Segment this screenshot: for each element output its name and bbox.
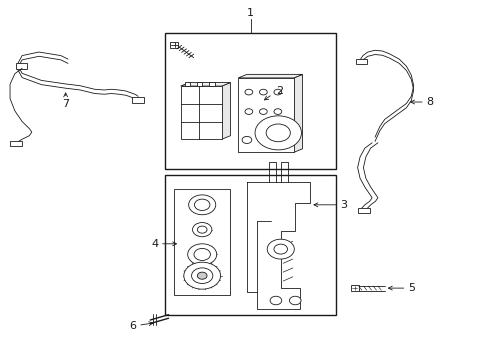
Bar [208, 82, 214, 86]
Circle shape [187, 244, 216, 265]
Bar [350, 285, 358, 291]
Circle shape [183, 262, 220, 289]
Circle shape [188, 195, 215, 215]
Text: 8: 8 [425, 97, 432, 107]
Text: 2: 2 [275, 86, 282, 96]
Circle shape [273, 89, 281, 95]
Bar [164, 175, 336, 315]
Circle shape [244, 89, 252, 95]
Bar [132, 97, 143, 103]
Bar [238, 78, 293, 152]
Circle shape [242, 136, 251, 144]
Text: 5: 5 [407, 283, 414, 293]
Polygon shape [222, 82, 230, 139]
Circle shape [259, 109, 266, 114]
Circle shape [259, 89, 266, 95]
Bar [180, 86, 222, 139]
Bar [164, 33, 336, 169]
Circle shape [244, 109, 252, 114]
Circle shape [273, 109, 281, 114]
Circle shape [194, 248, 210, 260]
Text: 7: 7 [62, 99, 69, 109]
Bar [196, 82, 202, 86]
Circle shape [273, 244, 287, 254]
Circle shape [197, 272, 206, 279]
Text: 4: 4 [151, 239, 158, 249]
Polygon shape [293, 75, 302, 152]
Circle shape [192, 222, 211, 237]
Bar [184, 82, 190, 86]
Bar [10, 141, 21, 146]
Circle shape [265, 124, 290, 142]
Bar [357, 208, 369, 213]
Circle shape [191, 268, 212, 283]
Text: 3: 3 [340, 200, 347, 210]
Polygon shape [180, 82, 230, 86]
Bar [355, 59, 366, 64]
Circle shape [255, 116, 301, 150]
Polygon shape [238, 75, 302, 78]
Text: 1: 1 [247, 8, 254, 18]
Bar [174, 189, 229, 295]
Circle shape [269, 296, 281, 305]
Text: 6: 6 [128, 321, 136, 332]
Bar [16, 63, 27, 69]
Circle shape [289, 296, 301, 305]
Circle shape [194, 199, 209, 211]
Circle shape [197, 226, 206, 233]
Bar [169, 42, 178, 48]
Circle shape [266, 239, 294, 259]
